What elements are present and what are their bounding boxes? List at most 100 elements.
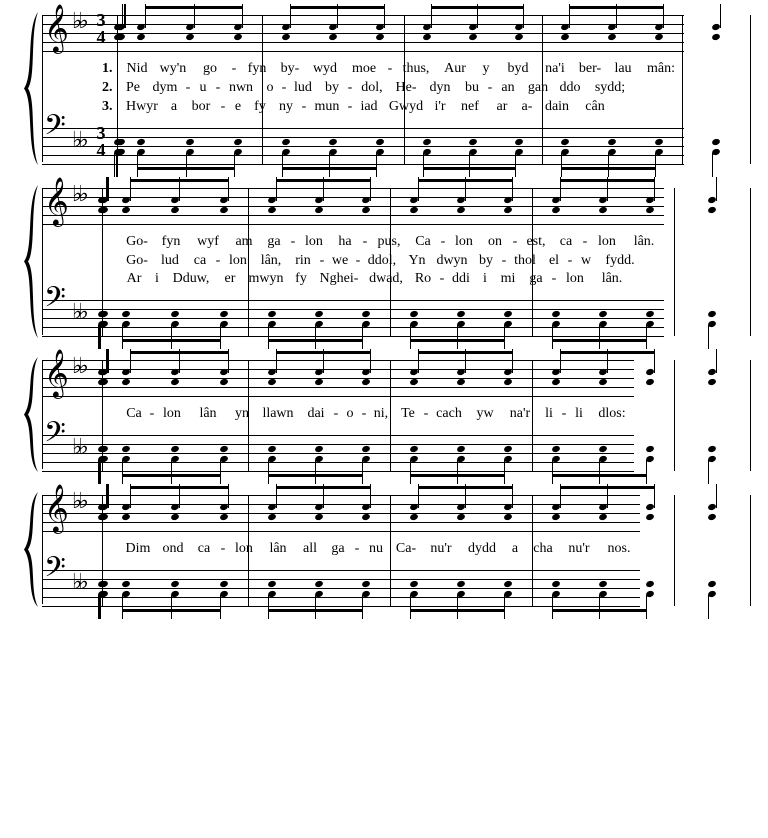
syllable: a- — [516, 98, 538, 117]
syllable: - — [510, 233, 520, 252]
grand-staff-system: 𝄞♭♭Dimondca-lonlânallga-nuCa-nu'rdyddach… — [20, 490, 748, 611]
syllable: - — [218, 98, 228, 117]
syllable: ha — [330, 233, 360, 252]
piano-brace-icon — [20, 10, 42, 167]
syllable: - — [288, 233, 298, 252]
syllable: Dim — [120, 540, 156, 559]
syllable: e — [228, 98, 248, 117]
syllable: fyn — [154, 233, 188, 252]
syllable: mun — [308, 98, 346, 117]
syllable: - — [500, 252, 508, 271]
syllable: Ro — [408, 270, 438, 289]
syllable: - — [218, 540, 228, 559]
syllable: rin — [288, 252, 318, 271]
treble-staff: 𝄞♭♭ — [42, 355, 634, 401]
syllable: - — [228, 60, 240, 79]
syllable: i — [476, 270, 494, 289]
bass-staff: 𝄢♭♭ — [42, 430, 634, 476]
syllable: gan — [522, 79, 554, 98]
syllable: - — [300, 98, 308, 117]
syllable: dwyn — [432, 252, 472, 271]
syllable: - — [438, 270, 446, 289]
syllable: Gwyd — [384, 98, 428, 117]
syllable: wyd — [306, 60, 344, 79]
syllable: lon — [558, 270, 592, 289]
syllable: yn — [228, 405, 256, 424]
syllable: - — [360, 233, 370, 252]
syllable: - — [360, 405, 368, 424]
syllable: nwn — [222, 79, 260, 98]
syllable: go — [192, 60, 228, 79]
syllable: mi — [494, 270, 522, 289]
syllable: dydd — [460, 540, 504, 559]
syllable: lân — [188, 405, 228, 424]
syllable: pus, — [370, 233, 408, 252]
syllable: an — [494, 79, 522, 98]
syllable: wy'n — [154, 60, 192, 79]
syllable: lon — [228, 540, 260, 559]
syllable: - — [280, 79, 288, 98]
syllable: lân. — [592, 270, 632, 289]
lyric-line: Dimondca-lonlânallga-nuCa-nu'rdyddachanu… — [102, 540, 640, 559]
syllable: - — [354, 252, 362, 271]
sheet-music-page: 𝄞♭♭341.Nidwy'ngo-fynby-wydmoe-thus,Auryb… — [0, 0, 768, 611]
syllable: lân. — [624, 233, 664, 252]
syllable: ga — [522, 270, 550, 289]
bass-staff: 𝄢♭♭ — [42, 295, 664, 341]
syllable: ga — [260, 233, 288, 252]
lyrics-block: 1.Nidwy'ngo-fynby-wydmoe-thus,Aurybydna'… — [42, 56, 684, 123]
syllable: dyn — [422, 79, 458, 98]
syllable: o — [260, 79, 280, 98]
syllable: ny — [272, 98, 300, 117]
syllable: - — [352, 540, 362, 559]
syllable: mwyn — [244, 270, 288, 289]
syllable: - — [422, 405, 430, 424]
syllable: nos. — [598, 540, 640, 559]
syllable: sydd; — [586, 79, 634, 98]
syllable: - — [214, 79, 222, 98]
syllable: all — [296, 540, 324, 559]
syllable: ga — [324, 540, 352, 559]
syllable: lon — [448, 233, 480, 252]
syllable: ond — [156, 540, 190, 559]
syllable: wyf — [188, 233, 228, 252]
verse-number — [102, 233, 120, 252]
syllable: ddi — [446, 270, 476, 289]
syllable: ber- — [572, 60, 608, 79]
syllable: dain — [538, 98, 576, 117]
syllable: Yn — [402, 252, 432, 271]
lyrics-block: Ca-lonlânynllawndai-o-ni,Te-cachywna'rli… — [42, 401, 634, 430]
syllable: li — [538, 405, 560, 424]
lyrics-block: Dimondca-lonlânallga-nuCa-nu'rdyddachanu… — [42, 536, 640, 565]
syllable: ddo — [554, 79, 586, 98]
syllable: Go- — [120, 233, 154, 252]
lyrics-block: Go-fynwyfamga-lonha-pus,Ca-lonon-est,ca-… — [42, 229, 664, 296]
notes-row — [42, 10, 684, 56]
treble-staff: 𝄞♭♭ — [42, 490, 640, 536]
syllable: lon — [222, 252, 254, 271]
syllable: lân — [260, 540, 296, 559]
syllable: cân — [576, 98, 614, 117]
syllable: thus, — [396, 60, 436, 79]
syllable: a — [504, 540, 526, 559]
syllable: Ca- — [390, 540, 422, 559]
syllable: o — [340, 405, 360, 424]
syllable: y — [474, 60, 498, 79]
lyric-line: 1.Nidwy'ngo-fynby-wydmoe-thus,Aurybydna'… — [102, 60, 684, 79]
syllable: am — [228, 233, 260, 252]
syllable: lon — [298, 233, 330, 252]
lyric-line: Go-ludca-lonlân,rin-we-ddol,Yndwynby-tho… — [102, 252, 664, 271]
syllable: dlos: — [590, 405, 634, 424]
lyric-line: Ca-lonlânynllawndai-o-ni,Te-cachywna'rli… — [102, 405, 634, 424]
syllable: thol — [508, 252, 542, 271]
syllable: lon — [156, 405, 188, 424]
grand-staff-system: 𝄞♭♭Ca-lonlânynllawndai-o-ni,Te-cachywna'… — [20, 355, 748, 476]
syllable: nu — [362, 540, 390, 559]
grand-staff-system: 𝄞♭♭Go-fynwyfamga-lonha-pus,Ca-lonon-est,… — [20, 183, 748, 342]
syllable: yw — [468, 405, 502, 424]
syllable: dwad, — [364, 270, 408, 289]
verse-number — [102, 405, 120, 424]
syllable: - — [566, 252, 574, 271]
syllable: - — [560, 405, 568, 424]
notes-row — [42, 123, 684, 169]
